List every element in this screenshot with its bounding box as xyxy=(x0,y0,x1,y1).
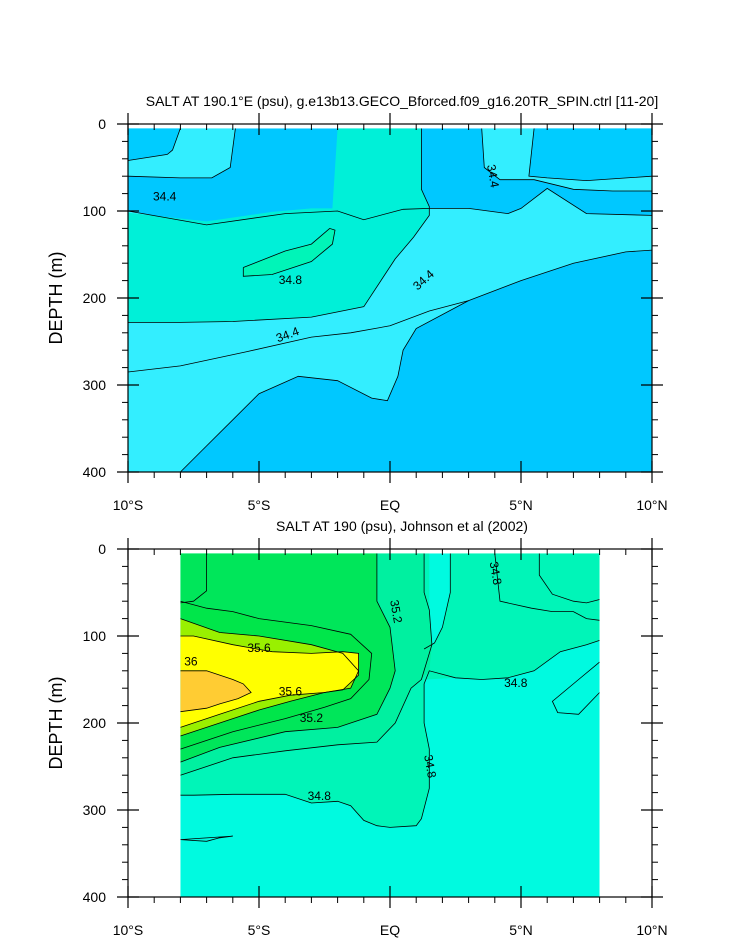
contour-line xyxy=(180,553,207,604)
contour-label: 35.6 xyxy=(279,685,303,699)
y-tick-label: 0 xyxy=(98,116,106,132)
contour-field xyxy=(128,128,652,472)
y-tick-label: 0 xyxy=(98,541,106,557)
contour-line xyxy=(180,670,252,713)
x-tick-label: 5°N xyxy=(509,497,533,513)
y-tick-label: 100 xyxy=(83,628,107,644)
contour-line xyxy=(180,635,359,728)
contour-line xyxy=(551,661,600,715)
contour-label: 34.8 xyxy=(421,754,439,780)
contour-line xyxy=(180,835,233,842)
contour-label: 34.4 xyxy=(484,163,502,189)
contour-fill xyxy=(528,128,652,181)
salinity-panel-observations: 0 100 200 300 400 10°S 5°S EQ 5°N 10°N 36 35.6 35.6 3… xyxy=(46,518,668,938)
contour-line xyxy=(128,128,181,161)
contour-line xyxy=(180,300,469,472)
x-tick-label: 5°S xyxy=(248,497,271,513)
contour-label: 34.8 xyxy=(487,560,505,586)
contour-line xyxy=(481,128,652,192)
contour-label: 34.4 xyxy=(153,189,177,203)
x-tick-label: 5°S xyxy=(248,922,271,938)
x-tick-label: 10°S xyxy=(113,922,144,938)
x-tick-label: EQ xyxy=(380,922,400,938)
y-tick-label: 400 xyxy=(83,464,107,480)
x-tick-label: 10°S xyxy=(113,497,144,513)
y-tick-label: 400 xyxy=(83,889,107,905)
contour-label: 34.8 xyxy=(279,273,303,287)
x-tick-label: 5°N xyxy=(509,922,533,938)
contour-label: 35.6 xyxy=(247,641,271,655)
contour-line xyxy=(538,553,600,604)
contour-line xyxy=(180,553,396,763)
y-tick-label: 300 xyxy=(83,802,107,818)
y-axis-title: DEPTH (m) xyxy=(46,677,66,770)
contour-fill xyxy=(243,228,335,277)
x-tick-label: 10°N xyxy=(636,497,667,513)
salinity-panel-model: 0 100 200 300 400 10°S 5°S EQ 5°N 10°N 34.4 34.4 34.… xyxy=(46,93,668,513)
contour-field xyxy=(180,553,600,897)
contour-fill xyxy=(128,128,430,323)
y-tick-label: 300 xyxy=(83,377,107,393)
contour-line xyxy=(128,128,236,179)
x-tick-label: EQ xyxy=(380,497,400,513)
y-tick-label: 200 xyxy=(83,290,107,306)
contour-fill xyxy=(180,670,252,712)
contour-line xyxy=(242,227,336,277)
chart-title: SALT AT 190.1°E (psu), g.e13b13.GECO_Bfo… xyxy=(146,93,658,109)
contour-label: 36 xyxy=(184,654,198,668)
contour-label: 35.2 xyxy=(387,599,405,625)
contour-line xyxy=(494,553,600,621)
contour-fill xyxy=(128,128,181,161)
contour-line xyxy=(180,618,360,737)
contour-line xyxy=(128,249,652,373)
contour-label: 34.8 xyxy=(504,676,528,690)
contour-label: 34.8 xyxy=(308,789,332,803)
contour-line xyxy=(423,553,451,650)
chart-title: SALT AT 190 (psu), Johnson et al (2002) xyxy=(276,518,528,534)
contour-fill xyxy=(180,553,600,680)
contour-line xyxy=(528,128,652,182)
contour-line xyxy=(180,553,433,776)
y-tick-label: 200 xyxy=(83,715,107,731)
contour-fill xyxy=(180,636,359,728)
contour-line xyxy=(180,640,600,828)
x-tick-label: 10°N xyxy=(636,922,667,938)
contour-label: 35.2 xyxy=(300,711,324,725)
y-tick-label: 100 xyxy=(83,203,107,219)
contour-line xyxy=(180,600,373,750)
contour-line xyxy=(128,128,430,323)
y-axis-title: DEPTH (m) xyxy=(46,252,66,345)
